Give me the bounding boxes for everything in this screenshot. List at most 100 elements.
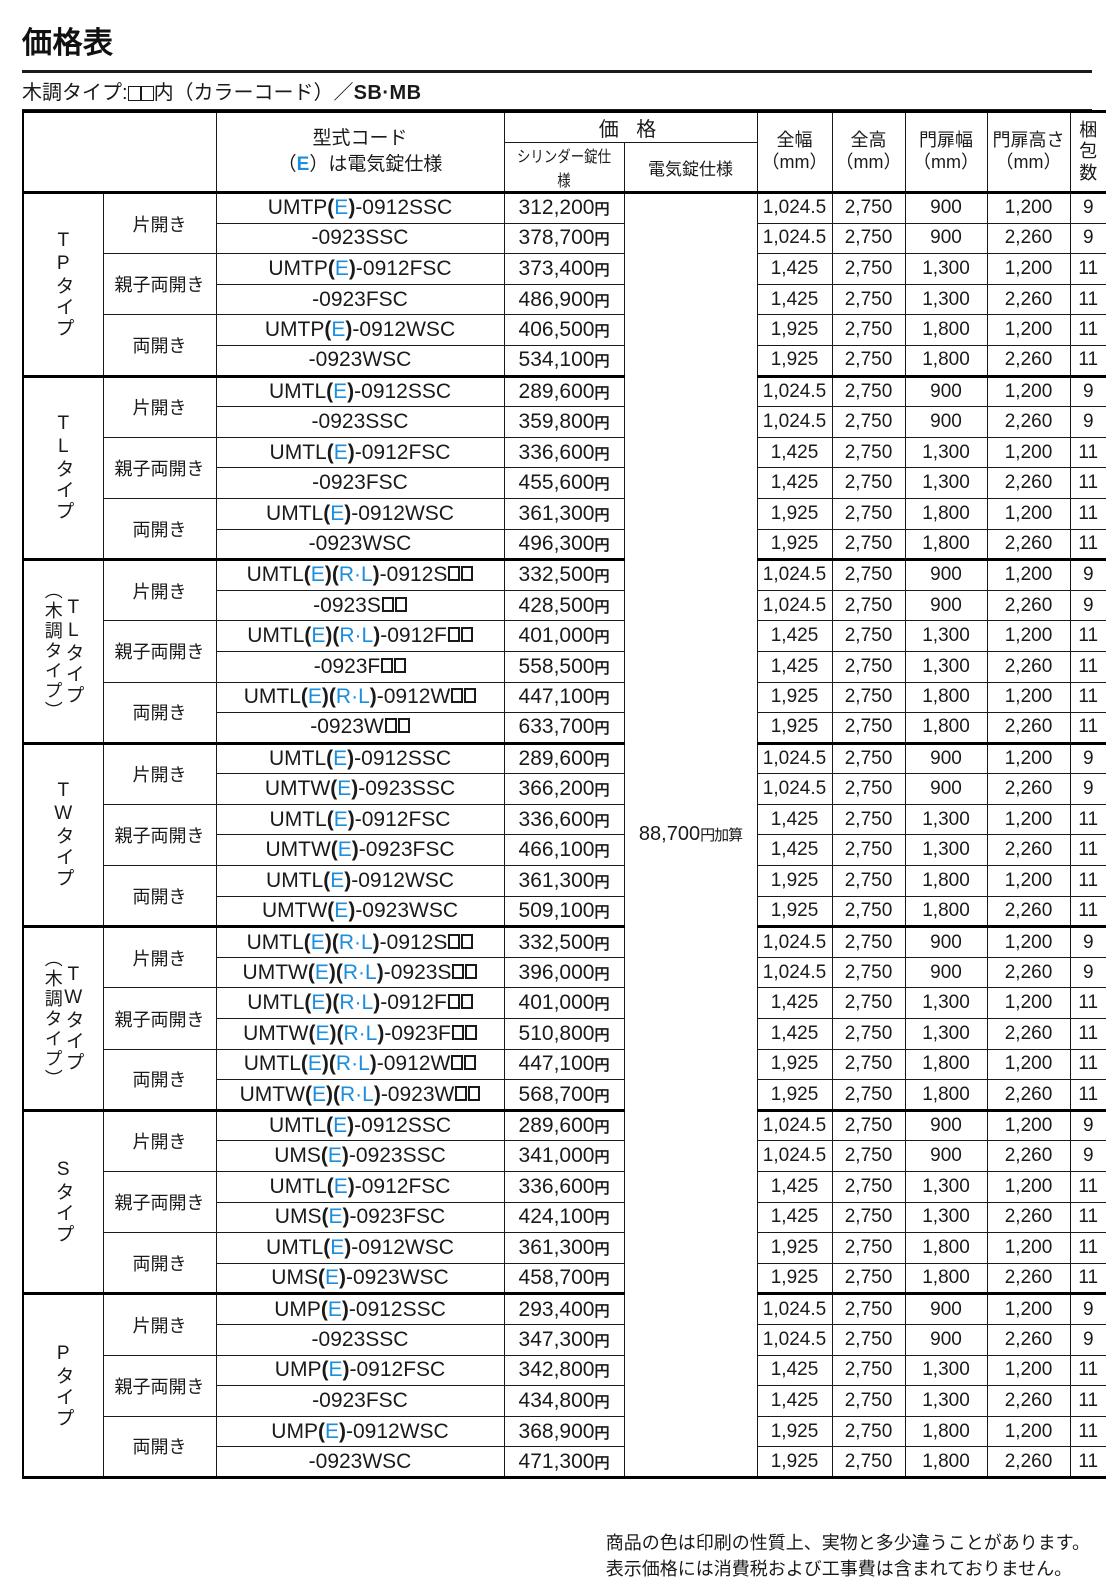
packing-count-cell: 11 — [1069, 803, 1106, 836]
gate-width-cell: 900 — [904, 1108, 988, 1142]
opening-style-cell: 両開き — [102, 865, 217, 928]
footnote-line: 商品の色は印刷の性質上、実物と多少違うことがあります。 — [605, 1532, 1090, 1553]
color-code-box-icon — [448, 933, 461, 949]
model-code-cell: UMTW(E)-0923WSC — [215, 895, 505, 928]
price-cylinder-cell: 401,000円 — [503, 987, 625, 1020]
price-cylinder-cell: 496,300円 — [503, 528, 625, 561]
gate-width-cell: 900 — [904, 1292, 988, 1325]
packing-count-cell: 11 — [1069, 497, 1106, 530]
gate-width-cell: 1,300 — [904, 1385, 988, 1417]
price-cylinder-cell: 458,700円 — [503, 1262, 625, 1295]
gate-width-cell: 1,800 — [904, 1415, 988, 1448]
opening-style-cell: 両開き — [102, 681, 217, 744]
section-type-label-main: Pタイプ — [52, 1342, 74, 1429]
gate-width-cell: 900 — [904, 925, 988, 958]
gate-height-cell: 1,200 — [986, 497, 1071, 530]
packing-count-cell: 9 — [1069, 925, 1106, 958]
price-cylinder-cell: 289,600円 — [503, 374, 625, 408]
packing-count-cell: 11 — [1069, 895, 1106, 928]
table-row: -0923SSC 378,700円 1,024.5 2,750 900 2,260 9 — [23, 222, 1106, 255]
price-cylinder-cell: 336,600円 — [503, 436, 625, 469]
price-cylinder-cell: 434,800円 — [503, 1385, 625, 1417]
opening-style-cell: 片開き — [102, 1292, 217, 1356]
gate-height-cell: 2,260 — [986, 1446, 1071, 1479]
model-code-cell: UMTL(E)(R·L)-0912F — [215, 987, 505, 1020]
price-cylinder-cell: 401,000円 — [503, 620, 625, 652]
gate-width-cell: 1,800 — [904, 1262, 988, 1295]
color-code-box-icon — [455, 1085, 468, 1101]
total-height-cell: 2,750 — [831, 712, 906, 744]
total-height-cell: 2,750 — [831, 283, 906, 316]
gate-height-cell: 1,200 — [986, 1048, 1071, 1081]
header-e-marker: E — [296, 154, 310, 175]
gate-width-cell: 1,800 — [904, 1446, 988, 1479]
section-type-label-main: TLタイプ — [52, 413, 74, 523]
total-height-cell: 2,750 — [831, 558, 906, 591]
table-row: -0923SSC 347,300円 1,024.5 2,750 900 2,260 9 — [23, 1323, 1106, 1356]
section-type-label: TLタイプ — [22, 374, 104, 561]
table-row: 親子両開き UMTL(E)(R·L)-0912F 401,000円 1,425 2,75… — [23, 987, 1106, 1050]
packing-count-cell: 11 — [1069, 253, 1106, 285]
color-code-box-icon — [461, 933, 474, 949]
total-height-cell: 2,750 — [831, 1201, 906, 1234]
gate-height-cell: 2,260 — [986, 589, 1071, 622]
packing-count-cell: 11 — [1069, 1232, 1106, 1264]
price-cylinder-cell: 336,600円 — [503, 803, 625, 836]
model-code-cell: UMTL(E)-0912WSC — [215, 497, 505, 530]
model-code-cell: UMTL(E)(R·L)-0912S — [215, 925, 505, 958]
gate-height-cell: 2,260 — [986, 1262, 1071, 1295]
gate-height-cell: 1,200 — [986, 191, 1071, 224]
table-row: -0923F 558,500円 1,425 2,750 1,300 2,260 11 — [23, 650, 1106, 683]
color-code-box-icon — [384, 718, 397, 734]
table-row: -0923FSC 455,600円 1,425 2,750 1,300 2,260 11 — [23, 467, 1106, 499]
price-cylinder-cell: 466,100円 — [503, 834, 625, 867]
subtitle-mid: 内（カラーコード）／ — [153, 82, 354, 104]
total-width-cell: 1,425 — [756, 803, 833, 836]
section-type-label-main: TWタイプ — [52, 780, 74, 890]
price-cylinder-cell: 361,300円 — [503, 1232, 625, 1264]
table-row: 両開き UMTP(E)-0912WSC 406,500円 1,925 2,750 1,80… — [23, 314, 1106, 377]
section-type-label: TWタイプ — [22, 741, 104, 928]
total-height-cell: 2,750 — [831, 1354, 906, 1387]
footnote-line: 表示価格には消費税および工事費は含まれておりません。 — [605, 1558, 1073, 1579]
opening-style-cell: 片開き — [102, 374, 217, 438]
gate-width-cell: 1,300 — [904, 467, 988, 499]
packing-count-cell: 11 — [1069, 1446, 1106, 1479]
gate-width-cell: 900 — [904, 191, 988, 224]
model-code-cell: -0923S — [215, 589, 505, 622]
gate-height-cell: 2,260 — [986, 712, 1071, 744]
opening-style-cell: 片開き — [102, 741, 217, 805]
total-width-cell: 1,024.5 — [756, 558, 833, 591]
model-code-cell: -0923WSC — [215, 1446, 505, 1479]
gate-height-cell: 1,200 — [986, 803, 1071, 836]
table-row: 親子両開き UMTP(E)-0912FSC 373,400円 1,425 2,750 1,… — [23, 253, 1106, 316]
price-cylinder-cell: 378,700円 — [503, 222, 625, 255]
section-type-label: TWタイプ （木調タイプ） — [22, 925, 104, 1111]
gate-height-cell: 2,260 — [986, 650, 1071, 683]
model-code-cell: -0923F — [215, 650, 505, 683]
color-code-box-icon — [465, 963, 478, 979]
subtitle-prefix: 木調タイプ: — [22, 82, 128, 104]
opening-style-cell: 親子両開き — [102, 620, 217, 683]
total-height-cell: 2,750 — [831, 1079, 906, 1111]
color-code-box-icon — [464, 1024, 477, 1040]
total-height-cell: 2,750 — [831, 344, 906, 377]
total-height-cell: 2,750 — [831, 467, 906, 499]
total-width-cell: 1,425 — [756, 1018, 833, 1050]
price-cylinder-cell: 341,000円 — [503, 1140, 625, 1172]
header-price-group: 価 格 — [503, 110, 758, 143]
gate-width-cell: 900 — [904, 956, 988, 989]
packing-count-cell: 11 — [1069, 283, 1106, 316]
section-type-label-main: TLタイプ — [62, 596, 84, 706]
packing-count-cell: 11 — [1069, 436, 1106, 469]
gate-height-cell: 2,260 — [986, 1140, 1071, 1172]
gate-width-cell: 1,300 — [904, 1171, 988, 1203]
total-width-cell: 1,425 — [756, 467, 833, 499]
total-height-cell: 2,750 — [831, 956, 906, 989]
model-code-cell: UMTL(E)(R·L)-0912F — [215, 620, 505, 652]
gate-width-cell: 1,800 — [904, 1048, 988, 1081]
total-width-cell: 1,425 — [756, 1385, 833, 1417]
gate-width-cell: 900 — [904, 1323, 988, 1356]
total-width-cell: 1,024.5 — [756, 741, 833, 775]
packing-count-cell: 11 — [1069, 681, 1106, 714]
